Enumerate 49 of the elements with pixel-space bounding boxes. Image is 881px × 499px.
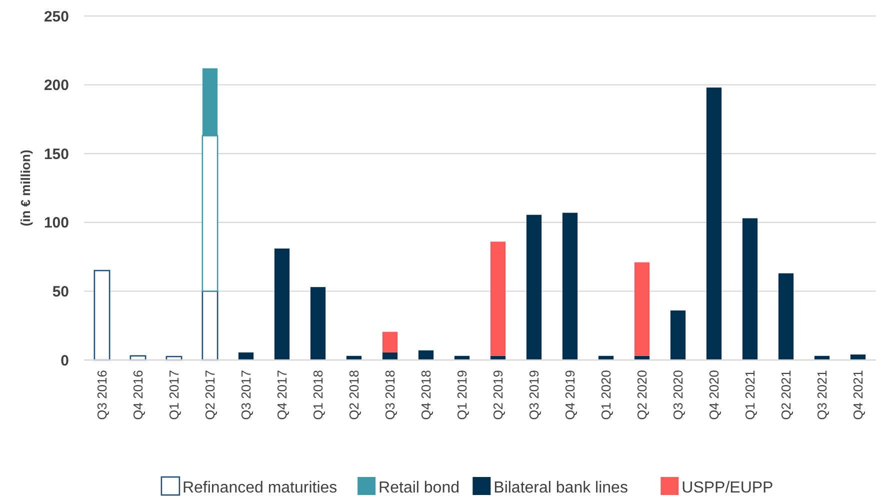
x-tick-label: Q3 2021 xyxy=(814,370,830,420)
y-tick-label: 250 xyxy=(44,8,69,26)
bar xyxy=(238,352,254,360)
y-tick-label: 50 xyxy=(52,283,69,300)
legend-label: Refinanced maturities xyxy=(182,480,338,497)
y-tick-label: 100 xyxy=(44,214,69,232)
y-tick-label: 0 xyxy=(60,352,69,370)
legend-label: USPP/EUPP xyxy=(682,480,774,497)
bar xyxy=(778,273,794,360)
y-axis-title: (in € million) xyxy=(18,150,33,226)
legend-label: Retail bond xyxy=(378,480,460,497)
bar xyxy=(526,214,542,360)
y-tick-label: 200 xyxy=(44,77,69,94)
x-tick-label: Q3 2017 xyxy=(238,370,254,420)
x-tick-label: Q4 2016 xyxy=(130,370,146,420)
x-tick-label: Q2 2020 xyxy=(634,370,650,420)
x-tick-label: Q4 2018 xyxy=(418,370,434,420)
bar xyxy=(670,310,686,360)
y-tick-label: 150 xyxy=(44,146,69,163)
bar xyxy=(310,287,326,360)
bar xyxy=(562,212,578,360)
x-tick-label: Q3 2020 xyxy=(670,370,686,420)
x-tick-label: Q4 2021 xyxy=(850,370,866,420)
bar xyxy=(490,242,506,356)
bar xyxy=(706,88,722,360)
x-tick-label: Q4 2019 xyxy=(562,370,578,420)
legend-label: Bilateral bank lines xyxy=(494,480,628,497)
bar xyxy=(634,262,650,356)
x-tick-label: Q3 2018 xyxy=(382,370,398,420)
x-tick-label: Q2 2019 xyxy=(490,370,506,420)
x-tick-label: Q4 2020 xyxy=(706,370,722,420)
bar xyxy=(850,354,866,360)
x-tick-label: Q3 2019 xyxy=(526,370,542,420)
x-tick-label: Q3 2016 xyxy=(94,370,110,420)
bar xyxy=(382,332,398,352)
bar xyxy=(418,350,434,360)
x-tick-label: Q4 2017 xyxy=(274,370,290,420)
x-tick-label: Q1 2019 xyxy=(454,370,470,420)
x-tick-label: Q2 2018 xyxy=(346,370,362,420)
x-tick-label: Q1 2020 xyxy=(598,370,614,420)
bar xyxy=(382,352,398,360)
x-tick-label: Q1 2018 xyxy=(310,370,326,420)
bar xyxy=(94,270,110,361)
x-tick-label: Q2 2017 xyxy=(202,370,218,420)
bar xyxy=(274,248,290,360)
x-tick-label: Q1 2017 xyxy=(166,370,182,420)
bar xyxy=(742,218,758,360)
x-tick-label: Q1 2021 xyxy=(742,370,758,420)
x-tick-label: Q2 2021 xyxy=(778,370,794,420)
